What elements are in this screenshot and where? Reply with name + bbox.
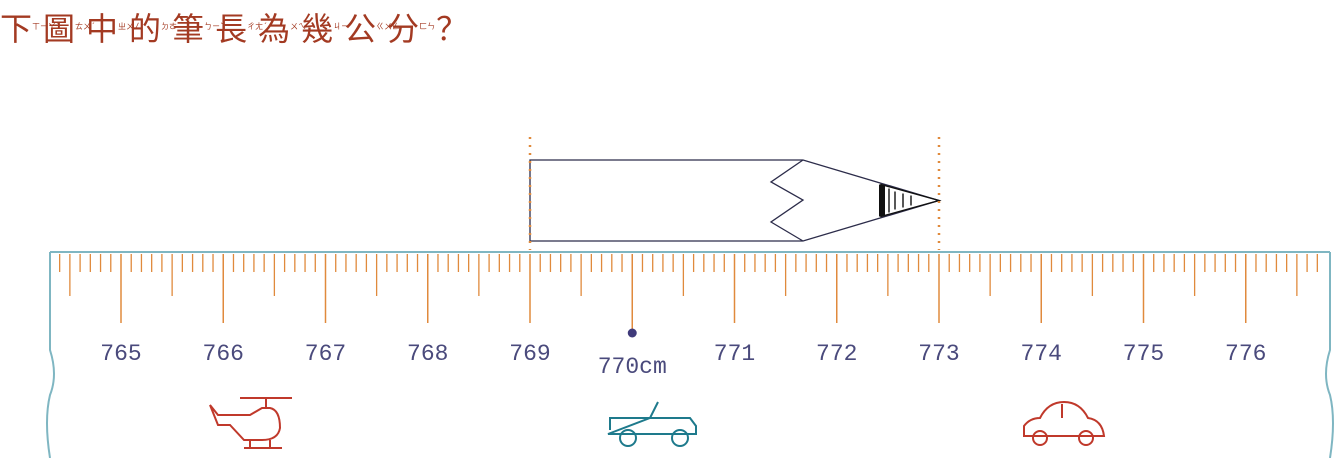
tick-label: 776: [1225, 341, 1266, 367]
tick-label: 771: [714, 341, 755, 367]
tick-label: 768: [407, 341, 448, 367]
tick-label: 775: [1123, 341, 1164, 367]
char: 為: [258, 10, 291, 48]
char: 下: [0, 10, 33, 48]
tick-label: 774: [1021, 341, 1062, 367]
char: 圖: [43, 10, 76, 48]
char: 幾: [301, 10, 334, 48]
pencil-lead-band: [879, 184, 885, 217]
helicopter-icon: [209, 397, 292, 449]
question-mark: ？: [436, 10, 469, 48]
tick-label: 769: [509, 341, 550, 367]
question: 下ㄒㄧㄚˋ圖ㄊㄨˊ中ㄓㄨㄥ的ㄉㄜ˙筆ㄅㄧˇ長ㄔㄤˊ為ㄨㄟˊ幾ㄐㄧˇ公ㄍㄨㄥ分ㄈㄣ…: [0, 4, 468, 50]
zhuyin: ㄈㄣ: [419, 22, 436, 31]
jeep-icon: [607, 401, 697, 447]
char: 長: [215, 10, 248, 48]
ruler-body: [46, 251, 1334, 458]
char: 的: [129, 10, 162, 48]
char: 中: [86, 10, 119, 48]
tick-label: 772: [816, 341, 857, 367]
char: 分: [387, 10, 420, 48]
origin-dot: [627, 328, 637, 338]
pencil-lead: [880, 183, 942, 218]
pencil: [529, 159, 942, 242]
car-icon: [1023, 400, 1106, 446]
tick-label: 773: [918, 341, 959, 367]
char: 公: [344, 10, 377, 48]
tick-label: 766: [203, 341, 244, 367]
tick-label: 770cm: [598, 354, 667, 380]
pencil-body: [529, 159, 942, 242]
char: 筆: [172, 10, 205, 48]
tick-label: 765: [100, 341, 141, 367]
tick-label: 767: [305, 341, 346, 367]
